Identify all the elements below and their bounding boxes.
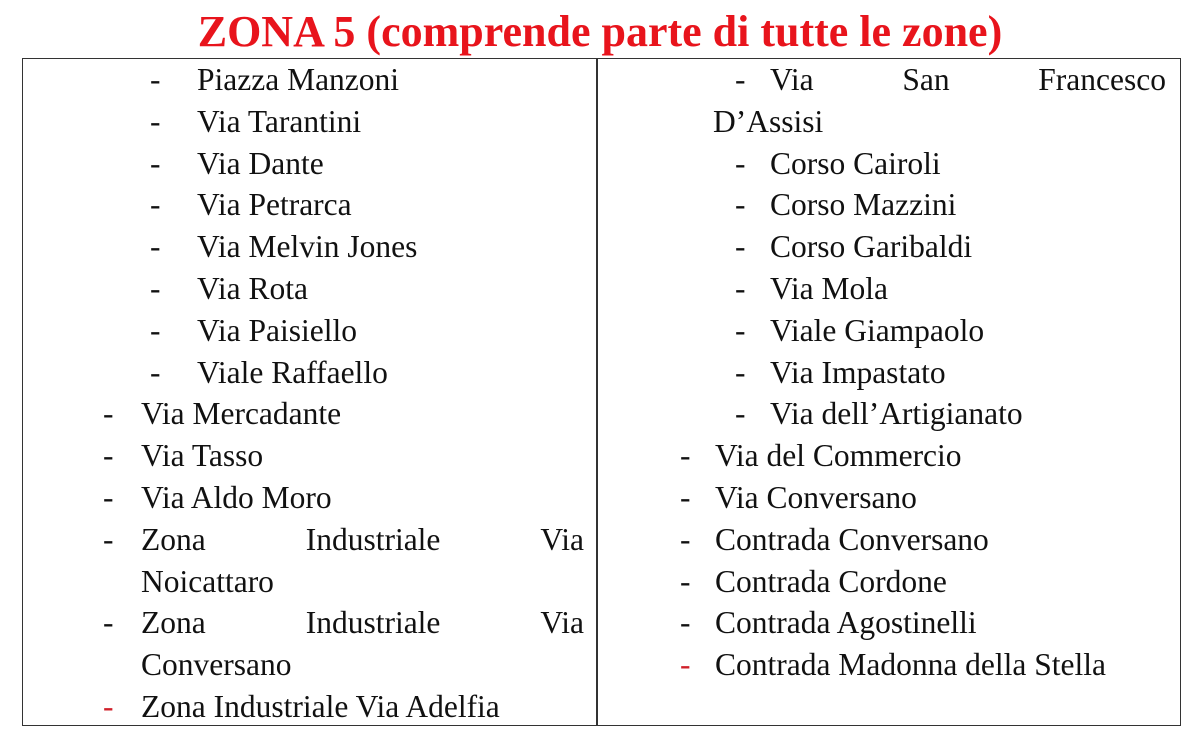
bullet-dash: - [735, 312, 746, 348]
bullet-dash: - [735, 396, 746, 432]
street-name: Via Rota [197, 271, 308, 306]
street-name: Corso Mazzini [770, 187, 957, 223]
street-name: Zona Industriale Via [141, 602, 584, 644]
street-name: Via Petrarca [197, 187, 352, 223]
street-name: Noicattaro [141, 563, 274, 599]
street-name: Via Paisiello [197, 312, 357, 348]
street-name: Corso Cairoli [770, 145, 941, 181]
street-name: Via Tasso [141, 438, 264, 474]
street-name: Conversano [141, 647, 292, 683]
bullet-dash: - [103, 689, 114, 724]
bullet-dash: - [150, 187, 161, 223]
bullet-dash: - [680, 605, 691, 641]
street-name: Viale Raffaello [197, 354, 388, 390]
street-name: Contrada Madonna della Stella [715, 647, 1107, 683]
bullet-dash: - [150, 103, 161, 139]
street-name: Piazza Manzoni [197, 62, 400, 97]
street-name: Via dell’Artigianato [770, 396, 1023, 432]
bullet-dash: - [735, 62, 746, 97]
street-word: Industriale [305, 521, 441, 557]
bullet-dash: - [103, 396, 114, 432]
bullet-dash: - [150, 354, 161, 390]
bullet-dash: - [103, 605, 114, 641]
bullet-dash: - [150, 229, 161, 265]
bullet-dash: - [150, 271, 161, 306]
bullet-dash: - [150, 312, 161, 348]
column-divider [596, 58, 598, 726]
street-name: Contrada Conversano [715, 521, 989, 557]
street-name: Via San Francesco [770, 59, 1166, 101]
street-name: Zona Industriale Via [141, 519, 584, 561]
street-word: Via [770, 62, 814, 97]
bullet-dash: - [680, 480, 691, 515]
bullet-dash: - [735, 145, 746, 181]
bullet-dash: - [735, 187, 746, 223]
street-name: Via Aldo Moro [141, 480, 332, 515]
street-name: Zona Industriale Via Adelfia [141, 689, 500, 724]
page-title: ZONA 5 (comprende parte di tutte le zone… [197, 7, 1003, 56]
street-word: Industriale [305, 605, 441, 641]
bullet-dash: - [680, 521, 691, 557]
zone-table [22, 58, 1181, 726]
street-name: Via Tarantini [197, 103, 362, 139]
street-name: Via del Commercio [715, 438, 962, 474]
bullet-dash: - [103, 438, 114, 474]
street-word: San [902, 62, 950, 97]
bullet-dash: - [150, 62, 161, 97]
street-name: Via Impastato [770, 354, 946, 390]
street-name: Via Dante [197, 145, 324, 181]
bullet-dash: - [735, 229, 746, 265]
street-word: Francesco [1038, 62, 1166, 97]
bullet-dash: - [680, 438, 691, 474]
street-name: Via Mola [770, 271, 888, 306]
street-name: Viale Giampaolo [770, 312, 985, 348]
street-name: Corso Garibaldi [770, 229, 973, 265]
street-name: Contrada Cordone [715, 563, 947, 599]
street-word: Via [540, 521, 584, 557]
street-word: Zona [141, 521, 206, 557]
bullet-dash: - [680, 563, 691, 599]
bullet-dash: - [103, 480, 114, 515]
bullet-dash: - [150, 145, 161, 181]
bullet-dash: - [735, 354, 746, 390]
bullet-dash: - [680, 647, 691, 683]
bullet-dash: - [103, 521, 114, 557]
street-name: Via Conversano [715, 480, 917, 515]
street-name: Via Mercadante [141, 396, 342, 432]
bullet-dash: - [735, 271, 746, 306]
street-word: Via [540, 605, 584, 641]
street-name: D’Assisi [713, 103, 824, 139]
street-name: Via Melvin Jones [197, 229, 418, 265]
street-name: Contrada Agostinelli [715, 605, 977, 641]
street-word: Zona [141, 605, 206, 641]
